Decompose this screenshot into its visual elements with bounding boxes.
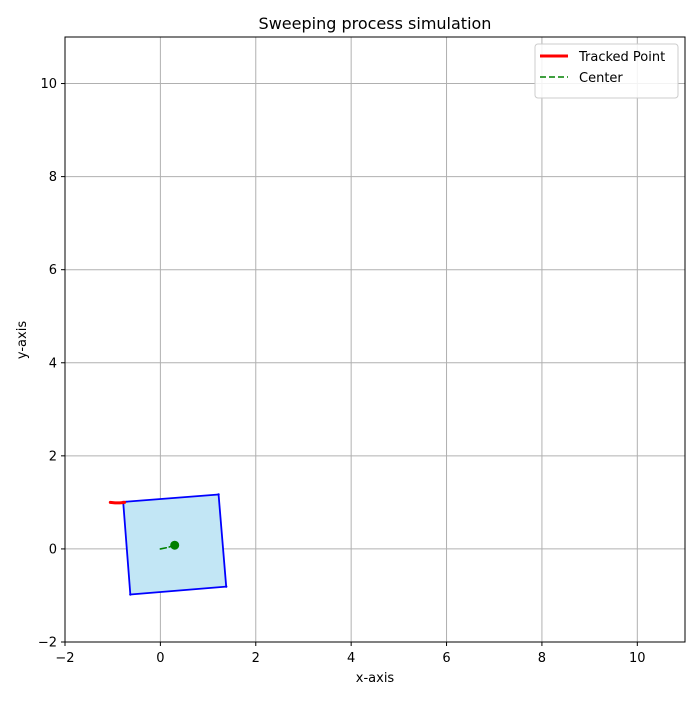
x-axis-label: x-axis [356, 671, 395, 686]
x-tick-label: 8 [538, 651, 546, 666]
center-marker [170, 541, 179, 550]
x-tick-label: 10 [629, 651, 646, 666]
y-tick-label: 4 [49, 356, 57, 371]
legend-label: Tracked Point [578, 50, 665, 65]
x-tick-label: 2 [252, 651, 260, 666]
square-vertex [129, 593, 131, 595]
square-vertex [217, 493, 219, 495]
y-axis-label: y-axis [15, 321, 30, 359]
y-tick-label: −2 [38, 636, 57, 651]
y-tick-label: 6 [49, 263, 57, 278]
y-tick-label: 8 [49, 170, 57, 185]
legend: Tracked Point Center [535, 44, 678, 98]
x-tick-label: −2 [55, 651, 74, 666]
y-tick-label: 0 [49, 542, 57, 557]
x-tick-label: 0 [156, 651, 164, 666]
legend-label: Center [579, 71, 623, 86]
square-vertex [225, 585, 227, 587]
x-tick-label: 6 [442, 651, 450, 666]
x-tick-label: 4 [347, 651, 355, 666]
chart-title: Sweeping process simulation [259, 14, 492, 33]
y-tick-label: 10 [40, 77, 57, 92]
y-tick-label: 2 [49, 449, 57, 464]
